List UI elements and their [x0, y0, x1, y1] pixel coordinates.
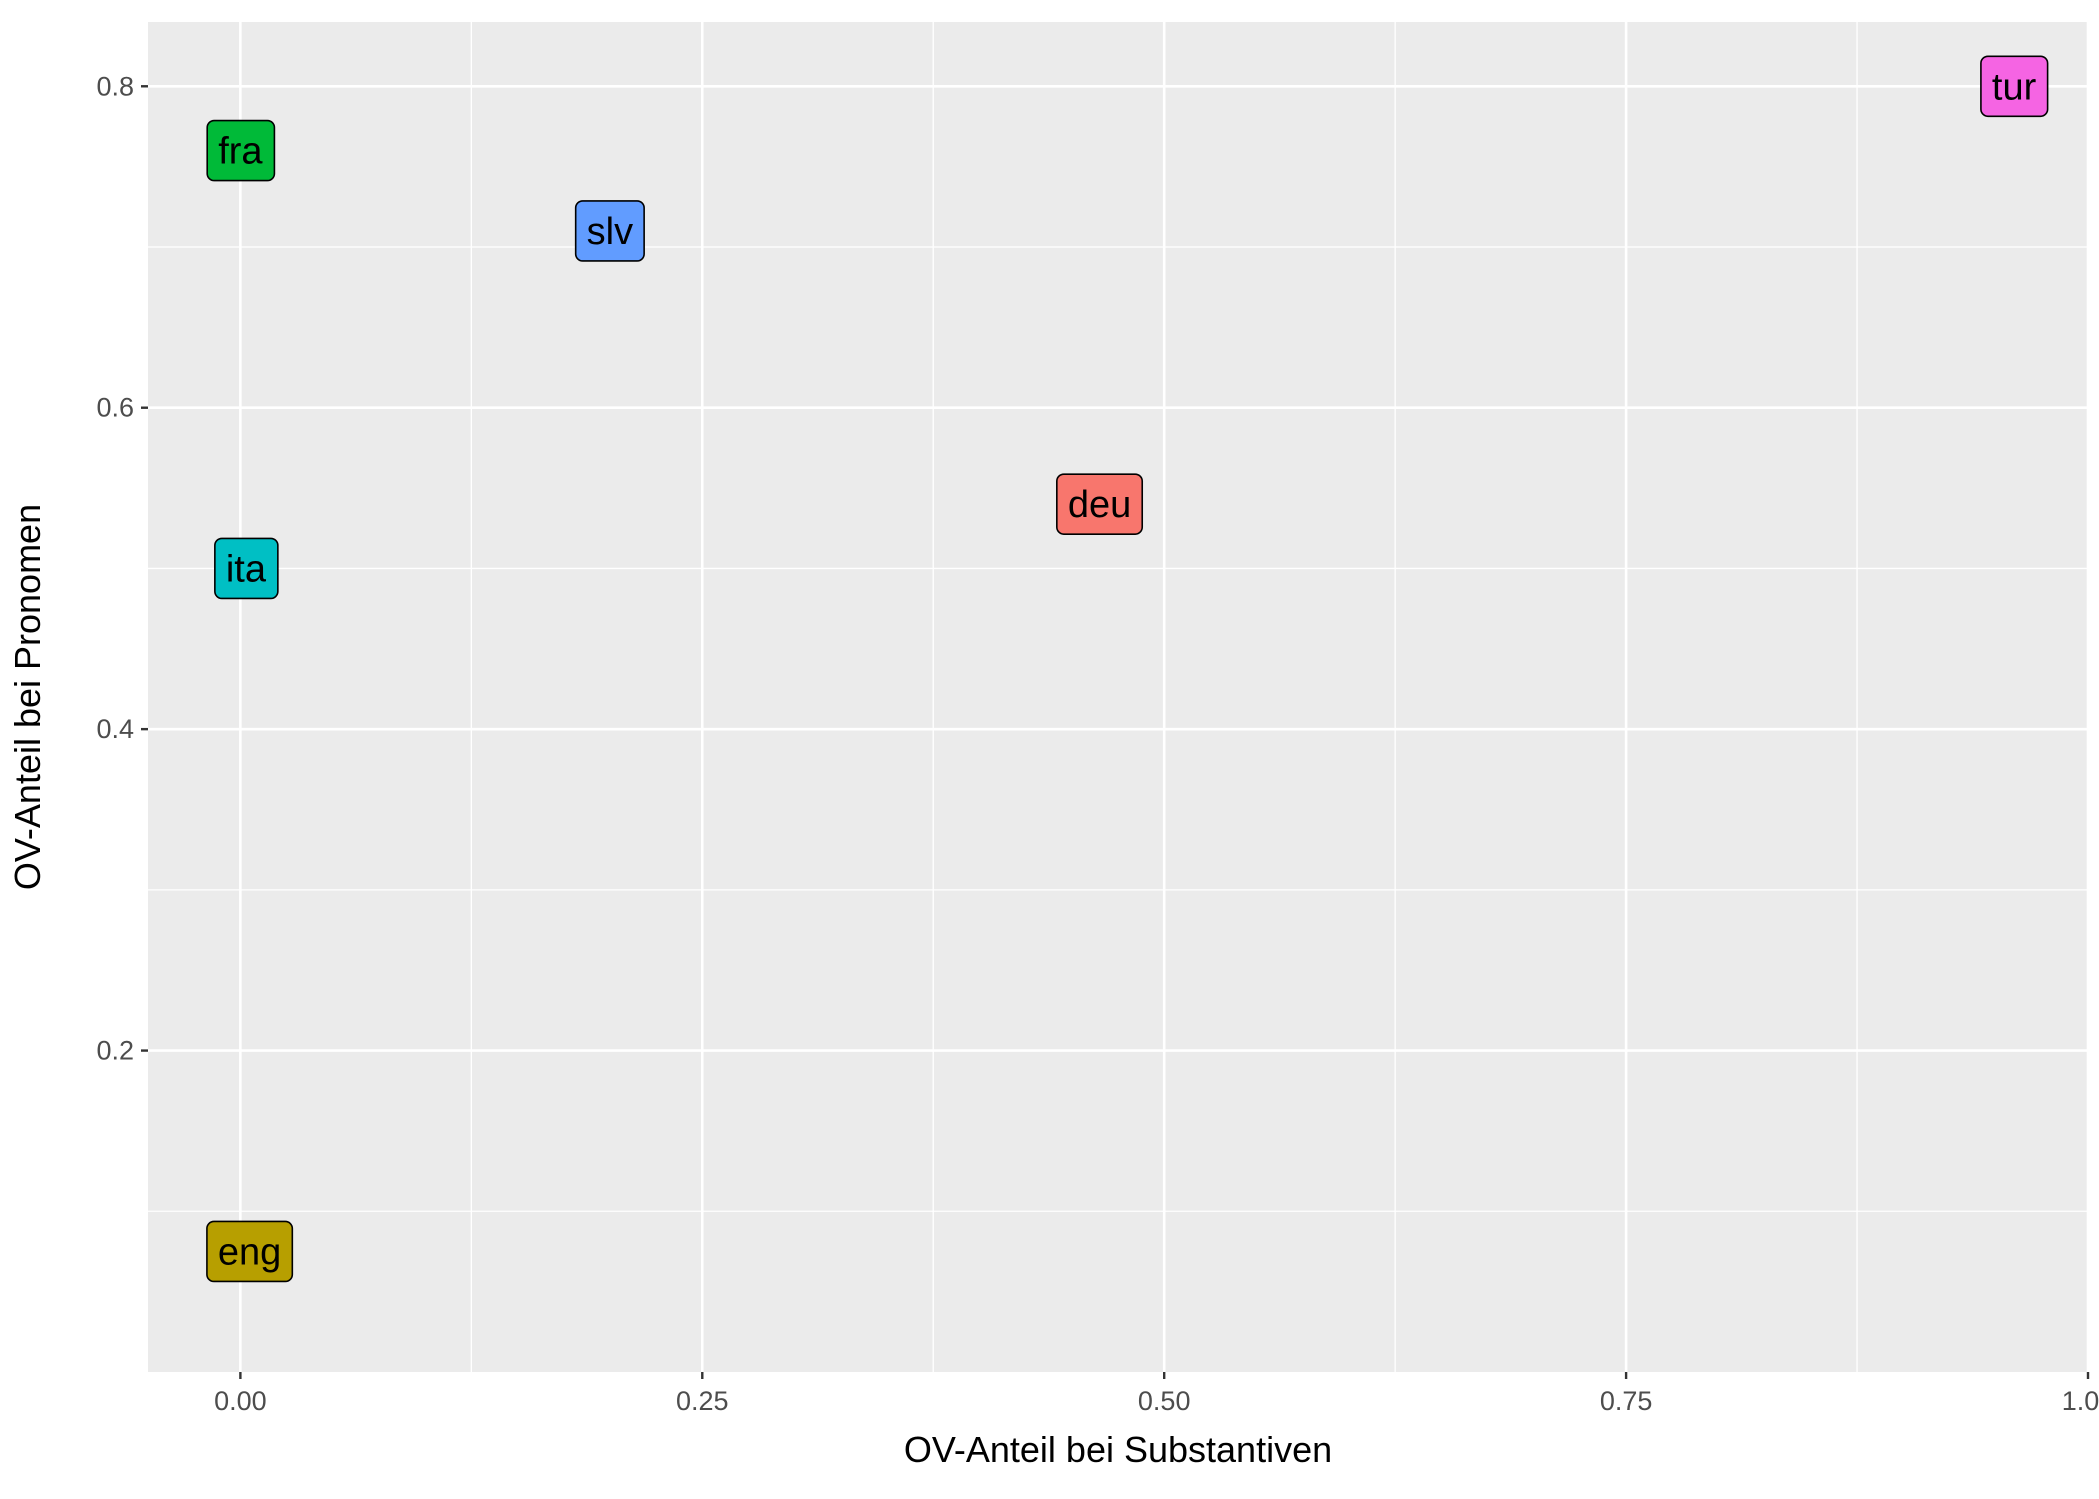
y-tick-label: 0.4 — [96, 714, 134, 744]
point-label-deu: deu — [1056, 473, 1144, 535]
x-axis-title: OV-Anteil bei Substantiven — [904, 1429, 1332, 1470]
tick-labels: 0.00 0.25 0.50 0.75 1.00 0.2 0.4 0.6 0.8 — [96, 71, 2099, 1416]
point-label-slv: slv — [574, 200, 645, 262]
point-label-ita: ita — [214, 537, 279, 600]
y-tick-label: 0.2 — [96, 1036, 134, 1066]
point-label-text: ita — [226, 548, 267, 590]
grid-major — [148, 22, 2090, 1372]
point-label-box — [574, 200, 645, 262]
x-tick-label: 0.75 — [1600, 1386, 1653, 1416]
point-label-tur: tur — [1980, 55, 2049, 118]
x-tick-label: 0.50 — [1138, 1386, 1191, 1416]
point-label-eng: eng — [206, 1220, 294, 1283]
point-label-fra: fra — [206, 119, 276, 182]
y-tick-label: 0.6 — [96, 393, 134, 423]
x-tick-label: 0.25 — [676, 1386, 729, 1416]
grid-minor — [148, 22, 2088, 1372]
point-label-box — [1056, 473, 1144, 535]
axis-ticks — [141, 85, 2090, 1379]
point-labels: fra slv tur deu ita eng — [206, 55, 2049, 1283]
y-axis-title: OV-Anteil bei Pronomen — [7, 504, 48, 890]
point-label-box — [206, 119, 276, 182]
plot-panel — [148, 22, 2088, 1372]
y-tick-label: 0.8 — [96, 71, 134, 101]
x-tick-label: 0.00 — [214, 1386, 267, 1416]
x-tick-label: 1.00 — [2062, 1386, 2099, 1416]
point-label-text: slv — [587, 211, 633, 253]
point-label-box — [1980, 55, 2049, 118]
point-label-text: tur — [1992, 66, 2037, 108]
point-label-text: eng — [218, 1231, 281, 1273]
point-label-text: deu — [1068, 484, 1131, 526]
point-label-box — [214, 537, 279, 600]
point-label-text: fra — [218, 131, 263, 173]
point-label-box — [206, 1220, 294, 1283]
